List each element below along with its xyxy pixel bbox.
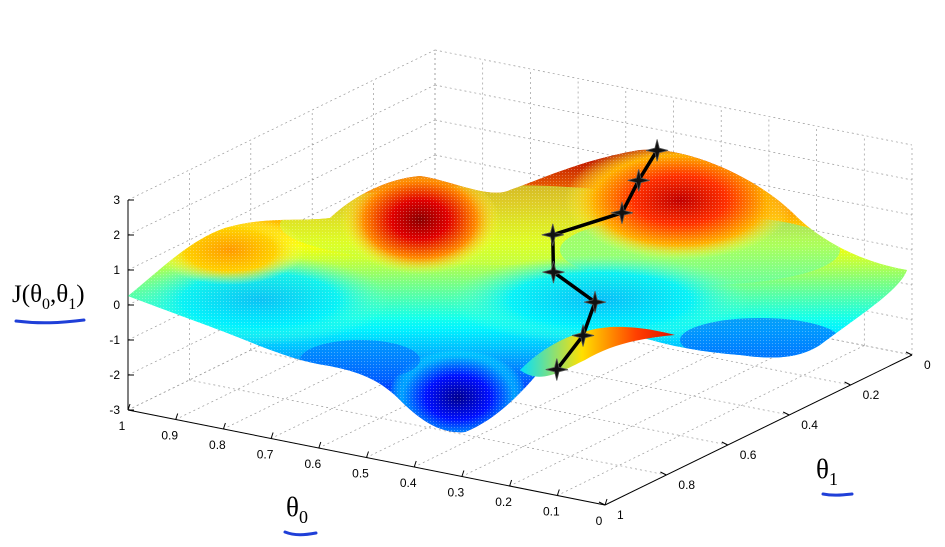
z-tick-label: -3 bbox=[109, 403, 120, 417]
descent-step-point bbox=[541, 223, 564, 246]
theta0-tick-mark bbox=[127, 403, 131, 411]
theta0-tick-label: 0.8 bbox=[209, 438, 226, 452]
z-tick-label: 0 bbox=[113, 298, 120, 312]
z-label-underline bbox=[14, 318, 86, 325]
theta1-axis-line bbox=[604, 354, 913, 506]
theta1-tick-mark bbox=[660, 471, 667, 476]
z-tick-label: 3 bbox=[113, 193, 120, 207]
theta1-tick-label: 0.4 bbox=[801, 418, 818, 432]
theta0-tick-label: 0.6 bbox=[304, 457, 321, 471]
theta0-tick-label: 0.1 bbox=[543, 505, 560, 519]
z-tick-label: 2 bbox=[113, 228, 120, 242]
z-tick-label: -1 bbox=[109, 333, 120, 347]
descent-path bbox=[541, 139, 669, 381]
theta1-tick-mark bbox=[598, 501, 606, 506]
grid-line bbox=[127, 49, 436, 201]
theta0-tick-mark bbox=[556, 489, 560, 496]
theta0-tick-mark bbox=[270, 432, 274, 439]
grid-line bbox=[434, 154, 913, 251]
theta1-tick-mark bbox=[721, 441, 729, 446]
theta0-tick-mark bbox=[366, 451, 369, 458]
theta0-axis-label: θ0 bbox=[286, 492, 308, 527]
grid-line bbox=[127, 84, 436, 236]
grid-line bbox=[434, 84, 913, 181]
theta0-tick-label: 0.4 bbox=[400, 476, 417, 490]
theta1-tick-label: 0.8 bbox=[678, 478, 695, 492]
descent-step-point bbox=[571, 324, 595, 347]
z-tick-label: 1 bbox=[113, 263, 120, 277]
descent-step-point bbox=[542, 261, 565, 284]
theta1-axis-ticks: 0 0.2 0.4 0.6 0.8 1 bbox=[598, 351, 931, 522]
descent-step-point bbox=[627, 169, 650, 192]
descent-step-point bbox=[583, 291, 607, 314]
theta0-tick-mark bbox=[461, 470, 465, 477]
grid-line bbox=[434, 119, 913, 216]
theta0-tick-mark bbox=[318, 441, 322, 449]
descent-step-point bbox=[646, 139, 669, 162]
theta0-tick-mark bbox=[413, 460, 417, 468]
grid-line bbox=[189, 379, 667, 476]
theta0-tick-label: 0.5 bbox=[352, 467, 369, 481]
theta0-tick-label: 0.9 bbox=[161, 429, 178, 443]
theta0-tick-mark bbox=[509, 479, 513, 487]
theta0-tick-mark bbox=[222, 422, 226, 430]
theta0-tick-label: 1 bbox=[119, 419, 126, 433]
theta1-tick-label: 0 bbox=[924, 358, 931, 372]
z-axis-label: J(θ0,θ1) bbox=[12, 281, 85, 313]
descent-path-line bbox=[551, 149, 659, 371]
theta1-tick-mark bbox=[905, 351, 913, 356]
theta1-tick-label: 1 bbox=[617, 508, 624, 522]
grid-line bbox=[509, 335, 817, 487]
grid-line bbox=[434, 49, 913, 146]
theta0-tick-label: 0.3 bbox=[448, 486, 465, 500]
theta0-axis-ticks: 1 0.9 0.8 0.7 0.6 0.5 0.4 0.3 0.2 0.1 0 bbox=[119, 403, 608, 528]
theta1-tick-mark bbox=[782, 411, 790, 416]
theta1-tick-mark bbox=[844, 381, 851, 386]
theta0-tick-label: 0.2 bbox=[495, 495, 512, 509]
descent-step-point bbox=[610, 201, 634, 224]
theta0-tick-mark bbox=[175, 413, 179, 420]
theta0-tick-label: 0.7 bbox=[257, 448, 274, 462]
theta1-label-underline bbox=[821, 492, 854, 497]
z-axis-ticks: 3 2 1 0 -1 -2 -3 bbox=[109, 193, 134, 417]
theta0-tick-mark bbox=[604, 498, 608, 506]
theta0-tick-label: 0 bbox=[596, 514, 603, 528]
descent-step-point bbox=[545, 358, 568, 381]
grid-line bbox=[127, 119, 436, 271]
grid-line bbox=[557, 345, 865, 496]
theta1-tick-label: 0.6 bbox=[740, 448, 757, 462]
theta1-axis-label: θ1 bbox=[816, 454, 838, 489]
theta0-label-underline bbox=[283, 530, 318, 537]
z-tick-label: -2 bbox=[109, 368, 120, 382]
theta1-tick-label: 0.2 bbox=[863, 388, 880, 402]
